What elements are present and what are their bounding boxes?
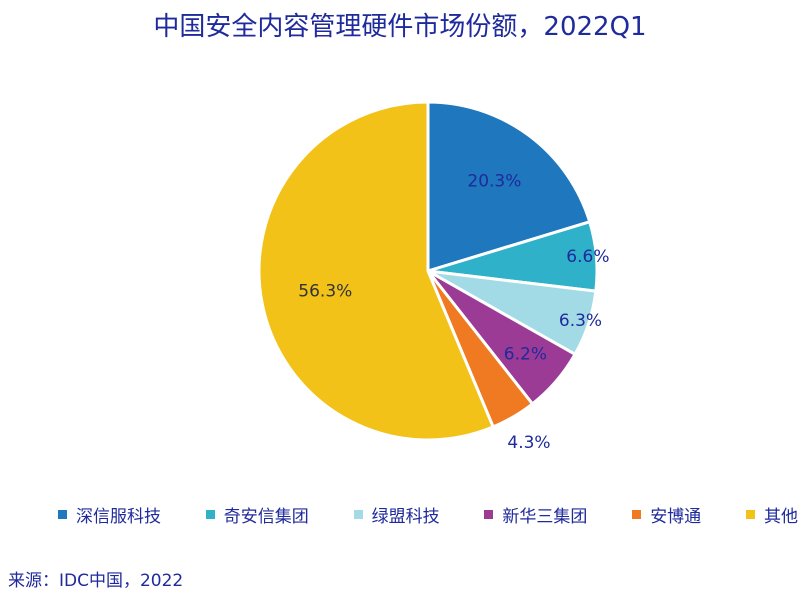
chart-legend: 深信服科技 奇安信集团 绿盟科技 新华三集团 安博通 其他 [58, 500, 798, 528]
legend-item-5: 安博通 [632, 502, 701, 527]
legend-item-2: 奇安信集团 [205, 502, 309, 527]
data-label-3: 6.3% [559, 311, 602, 331]
legend-label: 深信服科技 [76, 506, 161, 527]
data-label-2: 6.6% [566, 247, 609, 267]
legend-swatch-icon [353, 509, 363, 519]
legend-item-6: 其他 [745, 502, 798, 527]
legend-label: 其他 [763, 506, 798, 527]
legend-swatch-icon [632, 509, 642, 519]
data-label-1: 20.3% [467, 171, 521, 191]
legend-swatch-icon [484, 509, 494, 519]
legend-label: 绿盟科技 [371, 506, 440, 527]
legend-label: 新华三集团 [502, 506, 588, 527]
data-label-4: 6.2% [504, 345, 547, 365]
legend-swatch-icon [205, 509, 215, 519]
source-note: 来源：IDC中国，2022 [8, 571, 184, 591]
legend-swatch-icon [58, 509, 67, 519]
pie-slice-1 [426, 100, 592, 273]
pie-slice-6 [257, 100, 495, 442]
legend-item-4: 新华三集团 [484, 502, 587, 527]
legend-swatch-icon [745, 509, 755, 519]
legend-label: 安博通 [650, 506, 702, 527]
legend-item-3: 绿盟科技 [353, 502, 440, 527]
legend-label: 奇安信集团 [223, 506, 309, 527]
legend-item-1: 深信服科技 [58, 502, 161, 527]
chart-title: 中国安全内容管理硬件市场份额，2022Q1 [153, 12, 647, 42]
data-label-6: 56.3% [298, 282, 352, 302]
data-label-5: 4.3% [507, 433, 550, 453]
